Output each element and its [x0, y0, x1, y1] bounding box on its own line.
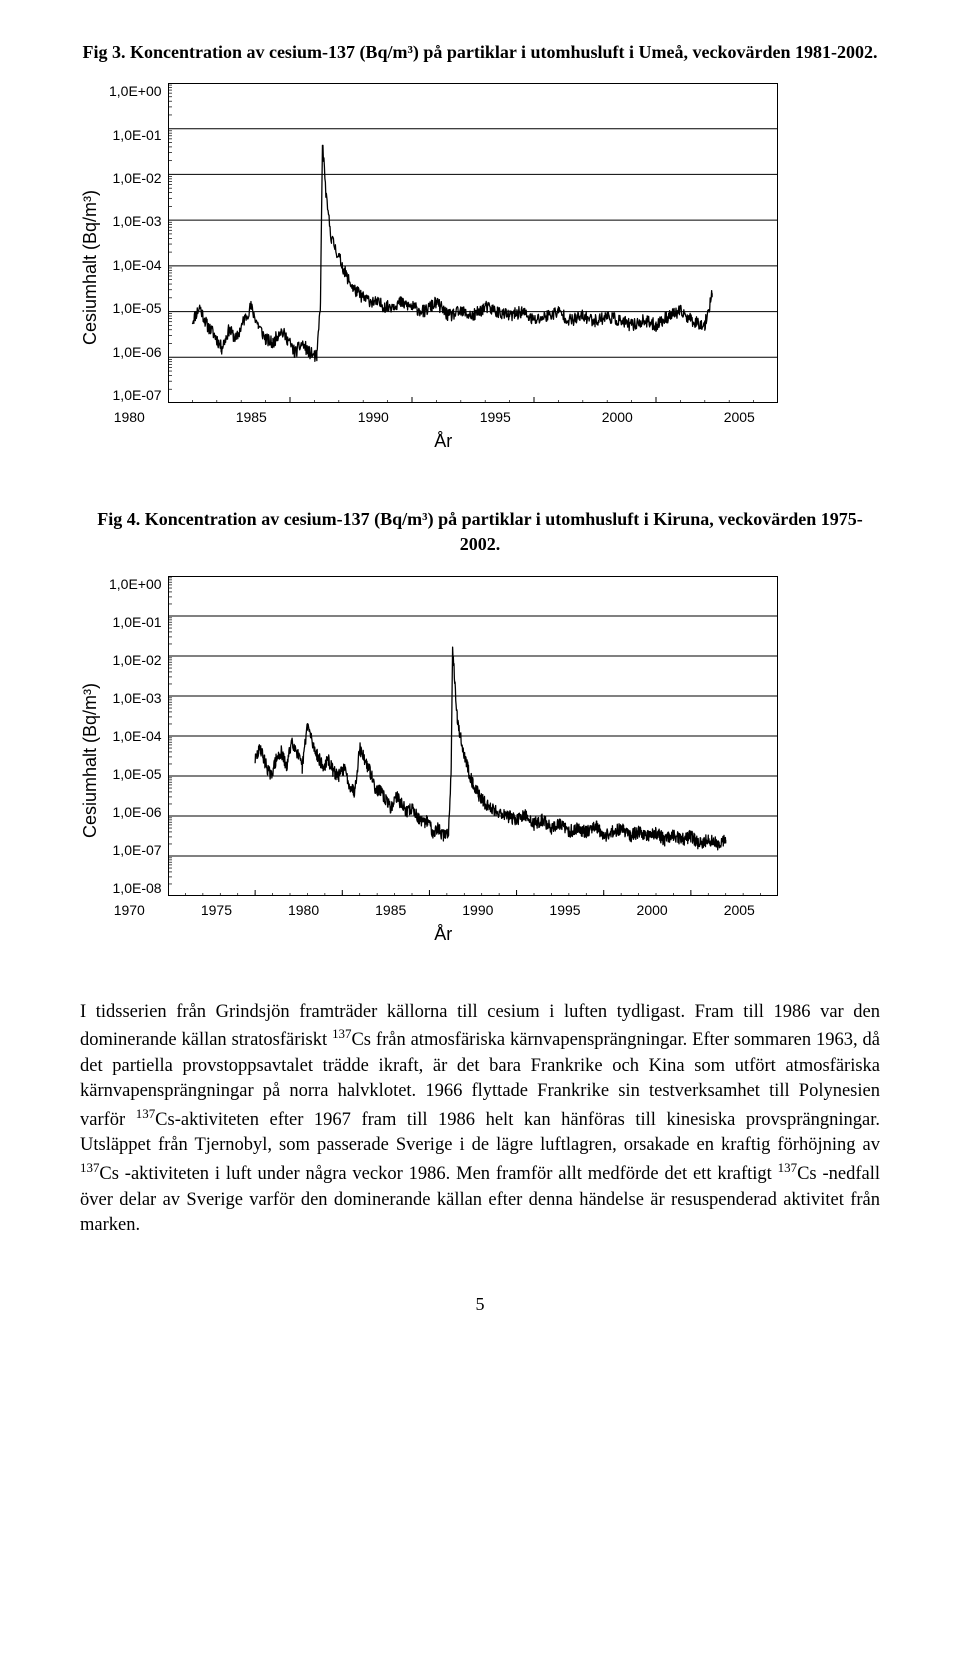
yticks-fig4: 1,0E+00 1,0E-01 1,0E-02 1,0E-03 1,0E-04 1,0E-…: [109, 576, 168, 896]
body-span-4: Cs -aktiviteten i luft under några vecko…: [99, 1164, 777, 1184]
ytick-label: 1,0E-07: [109, 387, 162, 403]
page-number: 5: [80, 1294, 880, 1315]
ytick-label: 1,0E-06: [109, 344, 162, 360]
cs-superscript-4: 137: [778, 1160, 797, 1175]
xtick-label: 2000: [634, 902, 670, 918]
xlabel-fig3: År: [434, 431, 452, 452]
xtick-label: 1980: [111, 409, 147, 425]
ylabel-fig3: Cesiumhalt (Bq/m³): [80, 190, 101, 345]
ylabel-fig4: Cesiumhalt (Bq/m³): [80, 683, 101, 838]
xtick-label: 2005: [721, 902, 757, 918]
xlabel-fig4: År: [434, 924, 452, 945]
ytick-label: 1,0E+00: [109, 576, 162, 592]
xtick-label: 1975: [198, 902, 234, 918]
body-span-3: Cs-aktiviteten efter 1967 fram till 1986…: [80, 1110, 880, 1156]
plot-area-fig4: [168, 576, 778, 896]
ytick-label: 1,0E-07: [109, 842, 162, 858]
chart-fig3: Fig 3. Koncentration av cesium-137 (Bq/m…: [80, 40, 880, 452]
ytick-label: 1,0E-02: [109, 652, 162, 668]
chart-title-fig4: Fig 4. Koncentration av cesium-137 (Bq/m…: [80, 507, 880, 557]
xtick-label: 1970: [111, 902, 147, 918]
cs-superscript-3: 137: [80, 1160, 99, 1175]
cs-superscript-2: 137: [136, 1106, 155, 1121]
ytick-label: 1,0E-02: [109, 170, 162, 186]
ytick-label: 1,0E-03: [109, 213, 162, 229]
chart-panel-fig4: Cesiumhalt (Bq/m³) 1,0E+00 1,0E-01 1,0E-02…: [80, 576, 880, 945]
xtick-label: 1985: [233, 409, 269, 425]
xtick-label: 1990: [355, 409, 391, 425]
xtick-label: 1995: [477, 409, 513, 425]
yticks-fig3: 1,0E+00 1,0E-01 1,0E-02 1,0E-03 1,0E-04 1,0E-…: [109, 83, 168, 403]
ytick-label: 1,0E-03: [109, 690, 162, 706]
xtick-label: 1980: [286, 902, 322, 918]
xtick-label: 2005: [721, 409, 757, 425]
chart-panel-fig3: Cesiumhalt (Bq/m³) 1,0E+00 1,0E-01 1,0E-02…: [80, 83, 880, 452]
ytick-label: 1,0E-04: [109, 257, 162, 273]
ytick-label: 1,0E-05: [109, 766, 162, 782]
chart-title-fig3: Fig 3. Koncentration av cesium-137 (Bq/m…: [80, 40, 880, 65]
ytick-label: 1,0E-06: [109, 804, 162, 820]
plot-area-fig3: [168, 83, 778, 403]
xtick-label: 1990: [460, 902, 496, 918]
xticks-fig4: 1970 1975 1980 1985 1990 1995 2000 2005: [111, 902, 757, 918]
xtick-label: 2000: [599, 409, 635, 425]
ytick-label: 1,0E-05: [109, 300, 162, 316]
xticks-fig3: 1980 1985 1990 1995 2000 2005: [111, 409, 757, 425]
xtick-label: 1985: [373, 902, 409, 918]
ytick-label: 1,0E-01: [109, 614, 162, 630]
ytick-label: 1,0E+00: [109, 83, 162, 99]
ytick-label: 1,0E-08: [109, 880, 162, 896]
cs-superscript-1: 137: [332, 1026, 351, 1041]
xtick-label: 1995: [547, 902, 583, 918]
chart-fig4: Fig 4. Koncentration av cesium-137 (Bq/m…: [80, 507, 880, 944]
ytick-label: 1,0E-01: [109, 127, 162, 143]
ytick-label: 1,0E-04: [109, 728, 162, 744]
body-paragraph: I tidsserien från Grindsjön framträder k…: [80, 1000, 880, 1239]
